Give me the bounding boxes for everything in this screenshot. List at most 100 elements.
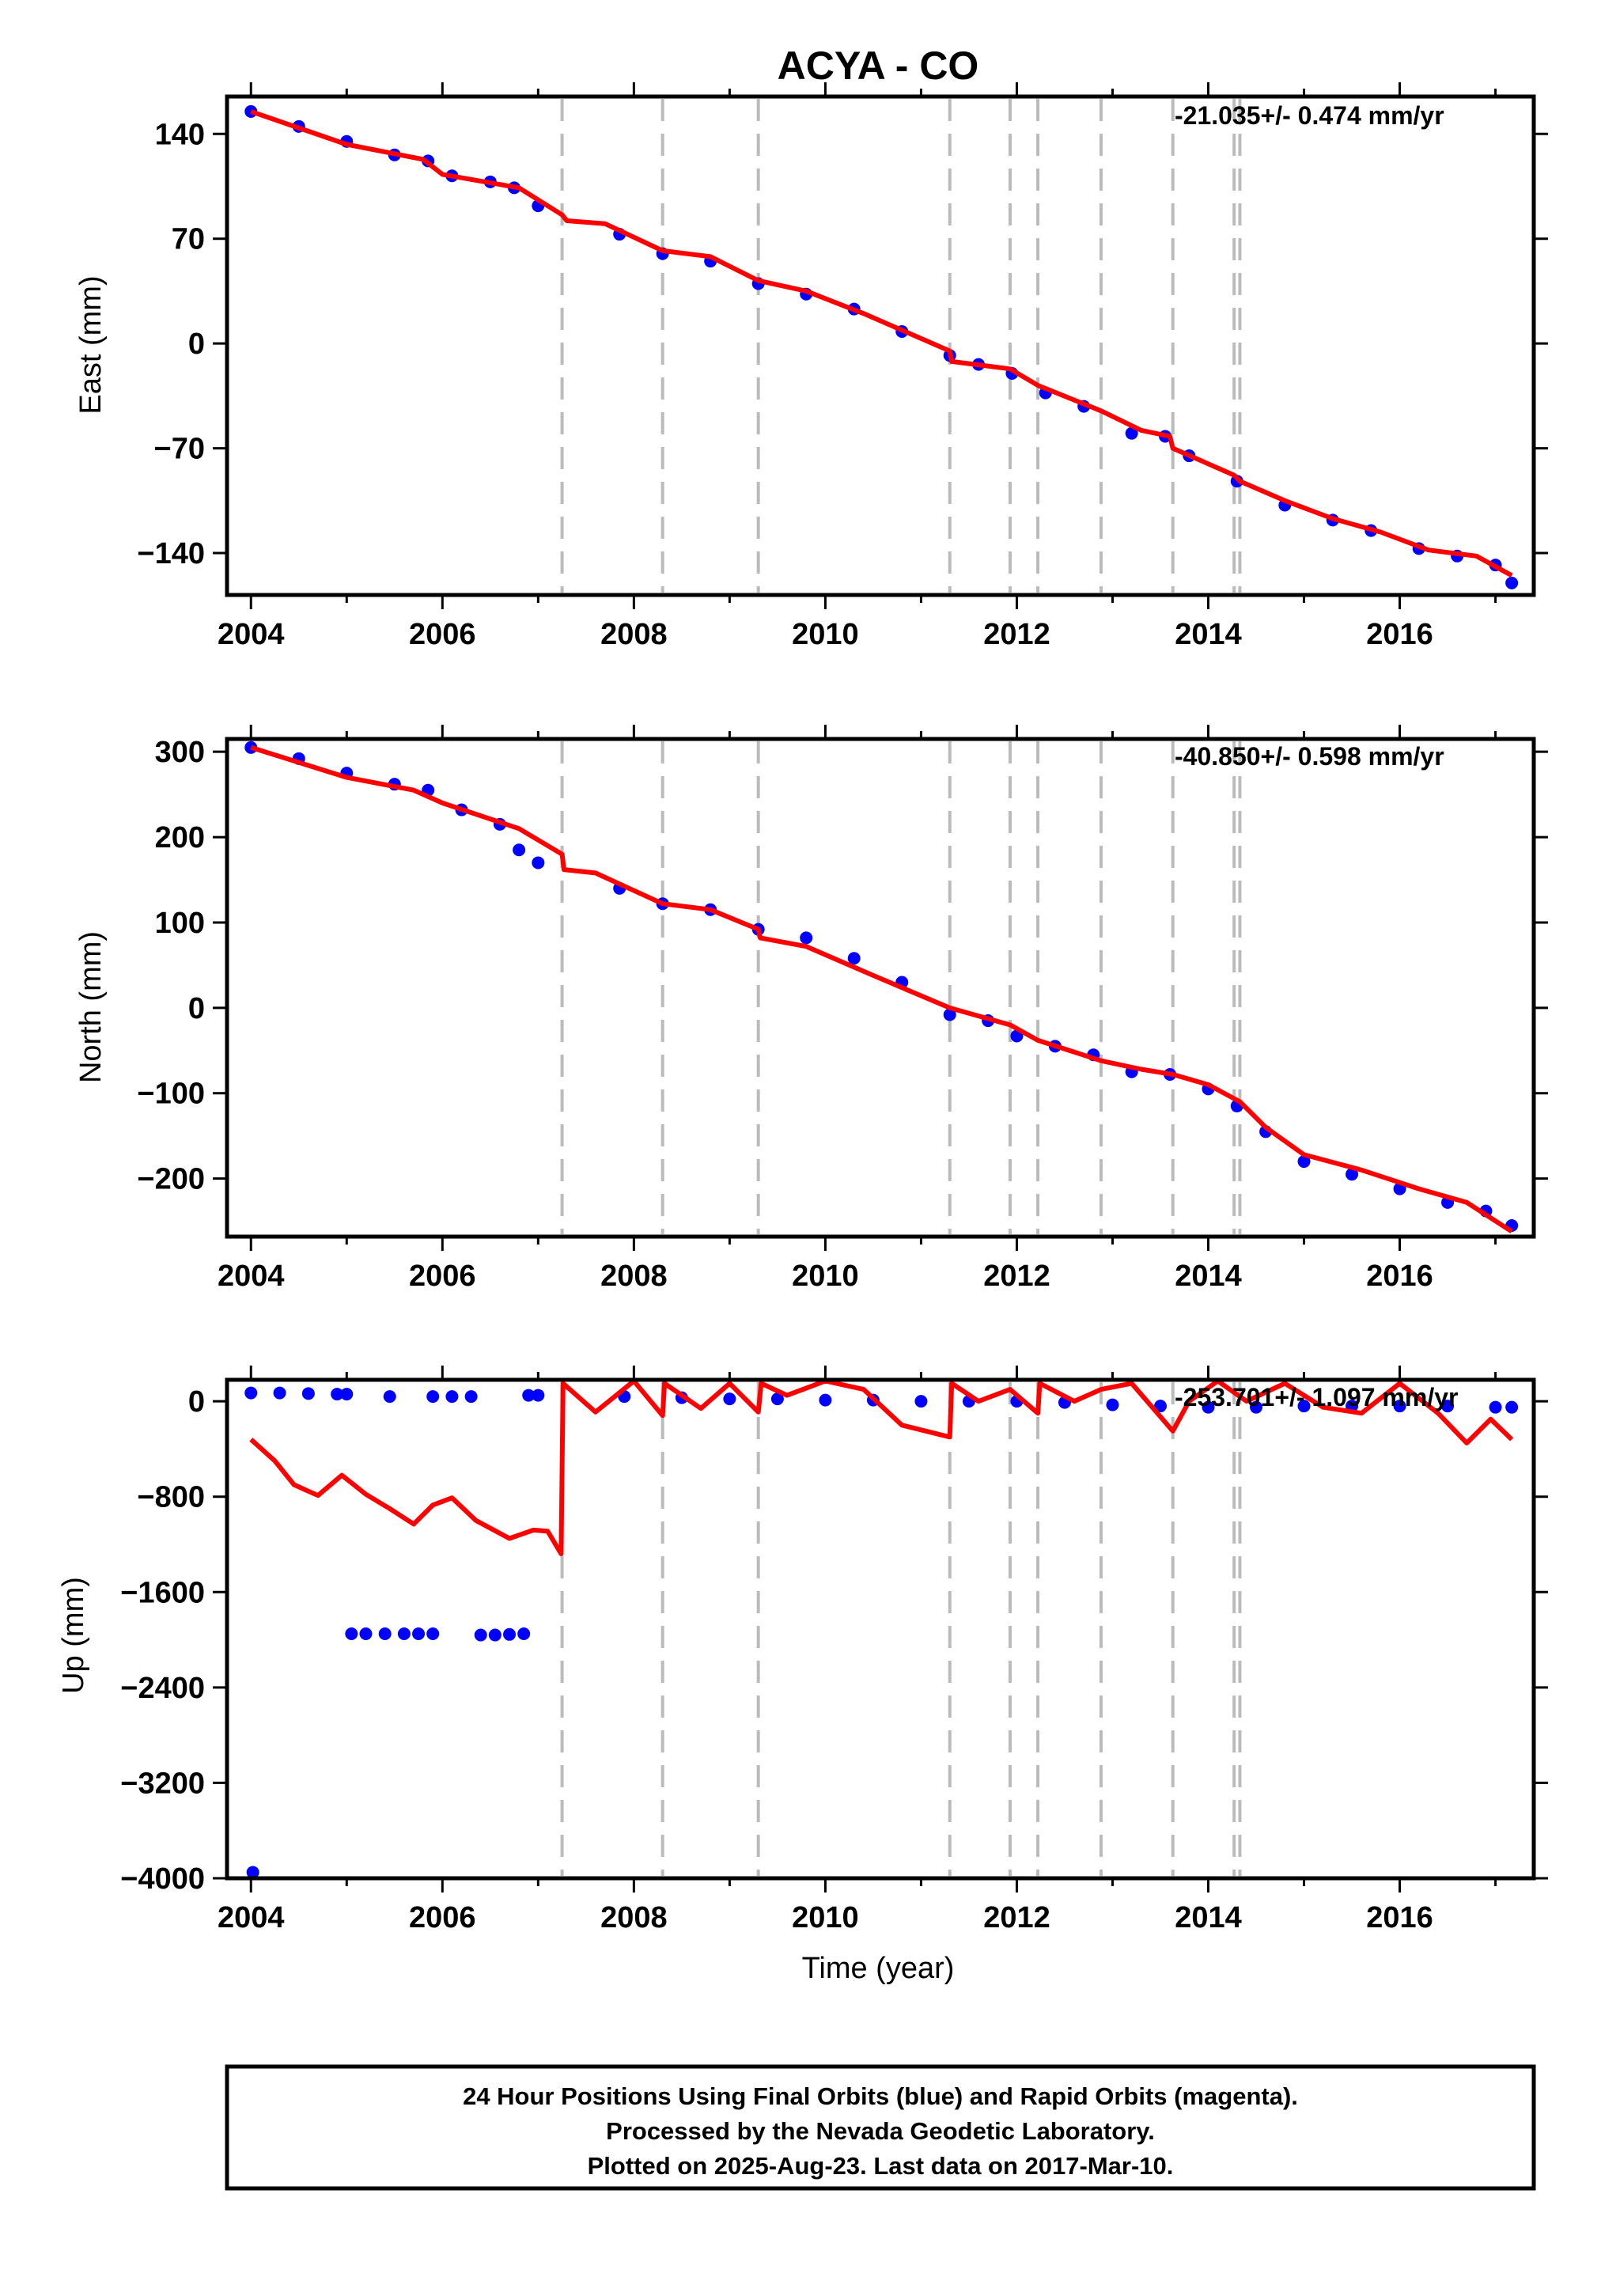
- y-tick-label: 200: [155, 821, 205, 854]
- x-tick-label: 2014: [1175, 1901, 1242, 1934]
- observation-point: [378, 1627, 392, 1641]
- observation-point: [819, 1393, 832, 1407]
- x-tick-label: 2006: [409, 1260, 476, 1293]
- observation-point: [1125, 426, 1138, 440]
- y-tick-label: 140: [155, 118, 205, 151]
- observation-point: [532, 856, 545, 870]
- north-offset-lines: [560, 741, 1242, 1234]
- x-tick-label: 2012: [983, 1901, 1050, 1934]
- y-tick-label: −1600: [120, 1576, 205, 1609]
- x-tick-label: 2016: [1366, 618, 1433, 651]
- x-tick-label: 2008: [600, 1901, 668, 1934]
- x-axis-label: Time (year): [802, 1952, 955, 1985]
- observation-point: [383, 1390, 396, 1404]
- y-tick-label: 70: [172, 223, 205, 256]
- observation-point: [301, 1387, 315, 1400]
- observation-point: [1106, 1398, 1119, 1411]
- north-y-axis-label: North (mm): [74, 931, 108, 1083]
- observation-point: [847, 952, 861, 965]
- x-tick-label: 2006: [409, 1901, 476, 1934]
- observation-point: [1297, 1155, 1311, 1169]
- observation-point: [445, 1390, 459, 1404]
- north-y-ticks: 300 200 100 0 −100 −200: [137, 736, 1548, 1196]
- y-tick-label: −800: [137, 1481, 205, 1514]
- observation-point: [503, 1627, 517, 1641]
- observation-point: [412, 1627, 426, 1641]
- north-rate-label: -40.850+/- 0.598 mm/yr: [1175, 742, 1444, 771]
- east-rate-label: -21.035+/- 0.474 mm/yr: [1175, 101, 1444, 130]
- observation-point: [426, 1390, 440, 1404]
- y-tick-label: −200: [137, 1163, 205, 1196]
- east-offset-lines: [560, 99, 1242, 593]
- observation-point: [943, 1008, 956, 1021]
- observation-point: [359, 1627, 373, 1641]
- x-tick-label: 2008: [600, 1260, 668, 1293]
- observation-point: [1202, 1400, 1215, 1414]
- model-line: [250, 109, 1513, 578]
- x-tick-label: 2016: [1366, 1260, 1433, 1293]
- observation-point: [397, 1627, 411, 1641]
- up-model: [249, 1378, 1514, 1556]
- model-line: [250, 744, 1513, 1234]
- observation-point: [517, 1627, 531, 1641]
- y-tick-label: 100: [155, 907, 205, 940]
- footer-box: 24 Hour Positions Using Final Orbits (bl…: [225, 2064, 1536, 2191]
- x-tick-label: 2014: [1175, 1260, 1242, 1293]
- east-x-ticks: 2004 2006 2008 2010 2012 2014 2016: [218, 82, 1497, 651]
- y-tick-label: 300: [155, 736, 205, 769]
- observation-point: [246, 1866, 259, 1879]
- observation-point: [1505, 1400, 1519, 1414]
- x-tick-label: 2010: [792, 1260, 859, 1293]
- x-tick-label: 2010: [792, 618, 859, 651]
- x-tick-label: 2008: [600, 618, 668, 651]
- up-panel: 0−800−1600−2400−3200−4000 2004 2006 2008 20…: [57, 1366, 1548, 1934]
- up-observations: [244, 1386, 1519, 1879]
- observation-point: [464, 1390, 478, 1404]
- observation-point: [723, 1392, 736, 1406]
- model-line: [249, 1378, 1514, 1556]
- observation-point: [1505, 576, 1519, 589]
- observation-point: [426, 1627, 440, 1641]
- footer-line-1: 24 Hour Positions Using Final Orbits (bl…: [463, 2082, 1298, 2110]
- observation-point: [331, 1388, 344, 1401]
- chart-title: ACYA - CO: [778, 44, 979, 88]
- y-tick-label: 0: [188, 328, 205, 361]
- north-frame: [225, 737, 1536, 1239]
- observation-point: [1346, 1168, 1359, 1181]
- footer-line-2: Processed by the Nevada Geodetic Laborat…: [606, 2117, 1155, 2145]
- x-tick-label: 2014: [1175, 618, 1242, 651]
- observation-point: [532, 1389, 545, 1402]
- x-tick-label: 2012: [983, 618, 1050, 651]
- north-x-ticks: 2004 2006 2008 2010 2012 2014 2016: [218, 725, 1497, 1293]
- observation-point: [1441, 1400, 1455, 1413]
- x-tick-label: 2004: [218, 618, 285, 651]
- observation-point: [1393, 1400, 1406, 1413]
- observation-point: [1250, 1400, 1263, 1414]
- x-tick-label: 2004: [218, 1901, 285, 1934]
- north-observations: [244, 741, 1519, 1232]
- y-tick-label: −3200: [120, 1767, 205, 1800]
- plot-frame: [225, 94, 1536, 597]
- observation-point: [488, 1628, 501, 1642]
- observation-point: [1297, 1400, 1311, 1413]
- east-y-ticks: 140 70 0 −70 −140: [137, 118, 1548, 570]
- y-tick-label: −70: [154, 433, 205, 466]
- observation-point: [800, 931, 813, 945]
- up-frame: [225, 1377, 1536, 1881]
- observation-point: [770, 1392, 784, 1406]
- observation-point: [345, 1627, 358, 1641]
- observation-point: [522, 1389, 536, 1402]
- observation-point: [1489, 1400, 1502, 1414]
- up-y-axis-label: Up (mm): [57, 1577, 90, 1694]
- observation-point: [474, 1628, 487, 1642]
- y-tick-label: −4000: [120, 1862, 205, 1896]
- observation-point: [273, 1386, 286, 1400]
- east-model: [250, 109, 1513, 578]
- east-frame: [225, 94, 1536, 597]
- x-tick-label: 2016: [1366, 1901, 1433, 1934]
- observation-point: [244, 1386, 258, 1400]
- observation-point: [914, 1395, 928, 1408]
